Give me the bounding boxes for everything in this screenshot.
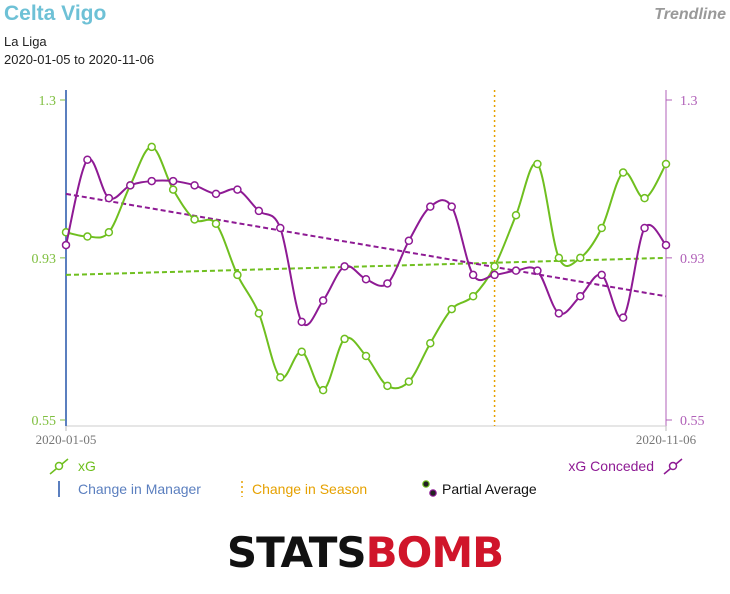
data-point-xg-conceded	[383, 279, 392, 288]
data-point-xg-conceded	[533, 266, 542, 275]
statsbomb-logo: STATSBOMB	[0, 528, 730, 577]
legend-partial-average-icon-green	[422, 480, 430, 488]
data-point-xg	[104, 228, 114, 237]
legend-xg-label: xG	[78, 458, 96, 474]
data-point-xg-conceded	[276, 223, 285, 233]
data-point-xg	[233, 270, 242, 280]
data-point-xg-conceded	[147, 176, 156, 186]
data-point-xg	[83, 232, 92, 241]
data-point-xg	[640, 193, 649, 203]
legend-season-label: Change in Season	[252, 481, 368, 497]
data-point-xg	[468, 292, 478, 301]
trendline-chart: 1.3 0.93 0.55 1.3 0.93 0.55 2020-01-05 2020-11-…	[32, 90, 705, 497]
y-tick-label-left: 0.93	[32, 252, 57, 267]
y-tick-label-left: 1.3	[39, 94, 57, 109]
data-point-xg	[447, 304, 456, 314]
data-point-xg	[554, 253, 564, 263]
data-point-xg	[297, 347, 306, 356]
data-point-xg-conceded	[490, 270, 499, 280]
data-point-xg	[318, 385, 328, 395]
data-point-xg	[276, 373, 285, 382]
partial-average-line	[65, 192, 667, 298]
data-point-xg-conceded	[426, 202, 435, 211]
data-point-xg-conceded	[233, 185, 242, 194]
data-point-xg-conceded	[404, 236, 414, 246]
legend-xg-conceded-label: xG Conceded	[568, 458, 654, 474]
brand-part-stats: STATS	[226, 528, 367, 577]
data-point-xg-conceded	[126, 181, 135, 190]
y-tick-label-right: 1.3	[680, 94, 698, 109]
y-tick-label-left: 0.55	[32, 414, 57, 429]
data-point-xg-conceded	[511, 266, 521, 275]
chart-type-label: Trendline	[654, 6, 726, 23]
data-point-xg	[533, 159, 542, 169]
data-point-xg	[383, 381, 392, 391]
legend-xg-conceded-marker-icon	[668, 461, 678, 471]
data-point-xg-conceded	[83, 155, 92, 164]
data-point-xg-conceded	[211, 189, 221, 199]
data-point-xg	[597, 223, 606, 233]
data-point-xg-conceded	[361, 274, 371, 284]
x-tick-label: 2020-01-05	[36, 432, 97, 447]
partial-average-line	[65, 256, 667, 276]
y-tick-label-right: 0.55	[680, 414, 705, 429]
data-point-xg-conceded	[104, 193, 114, 203]
data-point-xg-conceded	[554, 309, 564, 318]
data-point-xg-conceded	[661, 240, 671, 250]
data-point-xg-conceded	[61, 240, 71, 250]
data-point-xg-conceded	[618, 313, 628, 322]
data-point-xg	[404, 377, 414, 386]
data-point-xg-conceded	[254, 206, 264, 216]
data-point-xg	[576, 253, 585, 263]
data-point-xg-conceded	[468, 270, 478, 280]
data-point-xg-conceded	[340, 262, 349, 271]
legend-manager-label: Change in Manager	[78, 481, 201, 497]
data-point-xg-conceded	[190, 181, 199, 190]
data-point-xg	[661, 159, 671, 169]
legend-xg-marker-icon	[54, 461, 64, 471]
data-point-xg	[254, 309, 264, 318]
legend-partial-average-icon-purple	[429, 489, 437, 497]
data-point-xg-conceded	[576, 292, 585, 301]
x-tick-label: 2020-11-06	[636, 432, 697, 447]
data-point-xg	[340, 334, 349, 344]
data-point-xg	[168, 185, 178, 194]
team-title: Celta Vigo	[4, 2, 107, 25]
data-point-xg	[490, 262, 499, 271]
data-point-xg	[190, 215, 199, 224]
y-tick-label-right: 0.93	[680, 252, 705, 267]
data-point-xg-conceded	[640, 223, 649, 233]
data-point-xg-conceded	[597, 270, 606, 280]
data-point-xg	[426, 338, 435, 348]
data-point-xg	[361, 351, 371, 361]
data-point-xg	[147, 142, 156, 152]
data-point-xg-conceded	[318, 296, 328, 305]
data-point-xg	[511, 210, 521, 220]
legend-partial-average-label: Partial Average	[442, 481, 537, 497]
data-point-xg	[211, 219, 221, 228]
data-point-xg	[618, 168, 628, 177]
data-point-xg-conceded	[168, 176, 178, 186]
data-point-xg-conceded	[447, 202, 456, 211]
series-line-xg-conceded	[65, 157, 667, 326]
brand-part-bomb: BOMB	[365, 528, 505, 577]
competition-label: La Liga	[4, 34, 47, 49]
data-point-xg-conceded	[297, 317, 306, 327]
date-range-label: 2020-01-05 to 2020-11-06	[4, 52, 155, 67]
